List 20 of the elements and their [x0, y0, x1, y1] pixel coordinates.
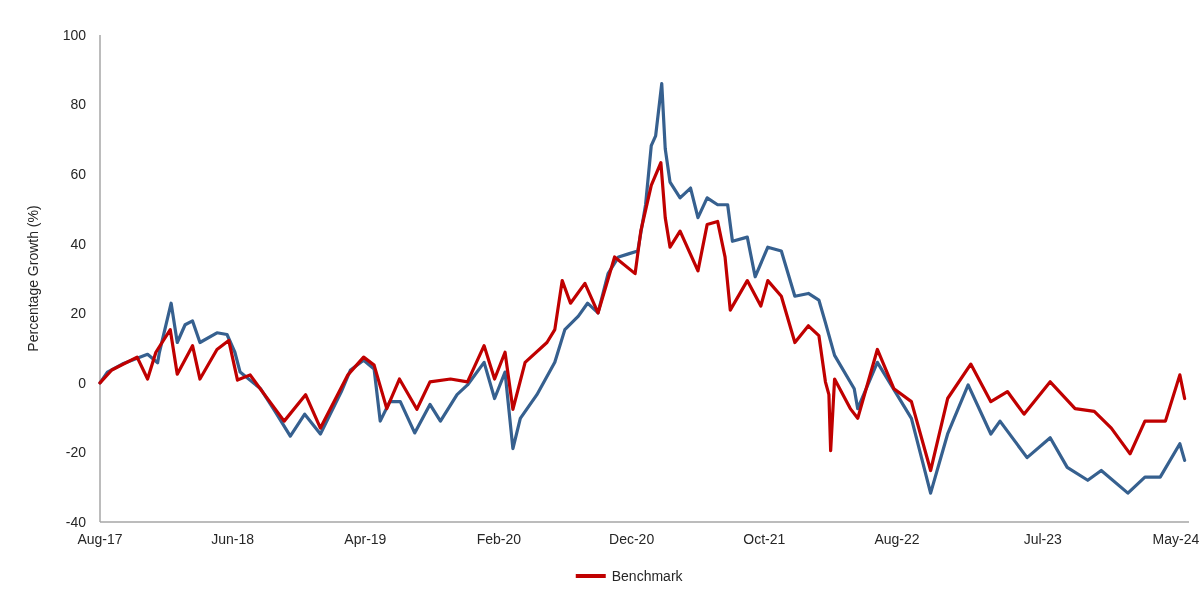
y-tick-label: -40 — [65, 513, 87, 530]
y-tick-label: 0 — [78, 374, 87, 391]
legend-label: Benchmark — [611, 567, 684, 584]
line-series — [98, 161, 1187, 473]
x-tick-label: May-24 — [1152, 531, 1200, 547]
y-tick-label: 60 — [70, 166, 87, 183]
y-tick-label: -20 — [65, 444, 87, 461]
y-tick-label: 40 — [70, 235, 87, 252]
y-axis-title: Percentage Growth (%) — [25, 205, 41, 352]
x-tick-label: Jun-18 — [211, 531, 255, 547]
y-tick-label: 100 — [62, 26, 87, 43]
y-tick-label: 20 — [70, 305, 87, 322]
x-tick-label: Jul-23 — [1023, 531, 1063, 547]
x-tick-label: Apr-19 — [344, 531, 387, 547]
y-tick-label: 80 — [70, 96, 87, 113]
x-tick-label: Oct-21 — [743, 531, 786, 547]
x-tick-label: Feb-20 — [476, 531, 522, 547]
x-tick-label: Dec-20 — [609, 531, 655, 547]
x-tick-label: Aug-22 — [874, 531, 920, 547]
x-tick-label: Aug-17 — [77, 531, 123, 547]
